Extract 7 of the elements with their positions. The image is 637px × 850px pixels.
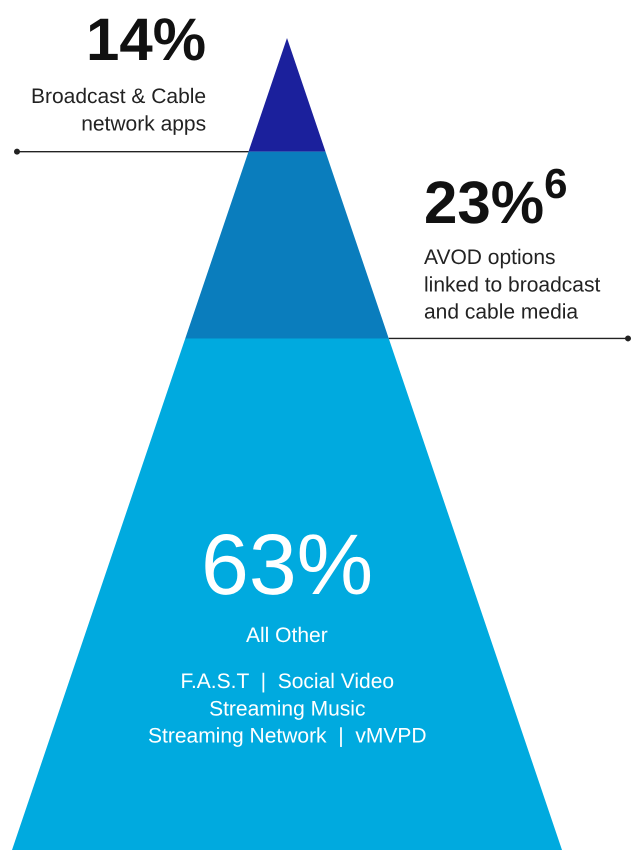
category-label: All Other <box>246 624 328 647</box>
category-label: Broadcast & Cable network apps <box>31 85 206 136</box>
text: F.A.S.T | Social Video Streaming Music Streaming Network | vMVPD <box>148 670 427 748</box>
data-label: 14% <box>86 6 206 73</box>
data-label: 23%$^{6}$ <box>424 160 568 236</box>
data-label: 63% <box>201 517 374 613</box>
category-label: AVOD options linked to broadcast and cable media <box>424 246 600 324</box>
